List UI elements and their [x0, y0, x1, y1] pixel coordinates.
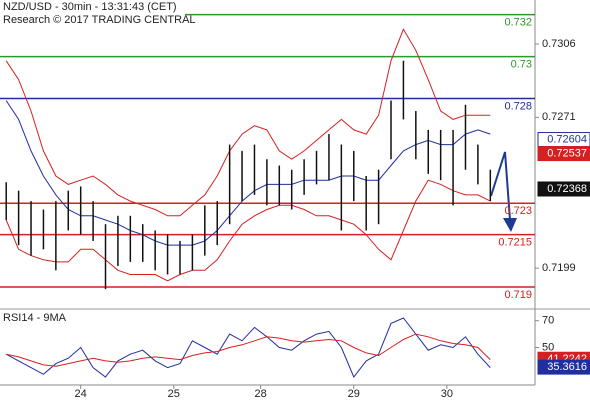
indicator-line: [5, 179, 491, 282]
level-label: 0.732: [504, 17, 532, 29]
x-tick-label: 30: [441, 388, 453, 400]
y-tick-label: 0.7199: [542, 262, 576, 274]
indicator-line: [5, 100, 491, 246]
y-tick-label: 70: [542, 315, 554, 327]
level-label: 0.719: [504, 289, 532, 301]
value-marker-label: 35.3616: [547, 361, 587, 373]
value-marker: [537, 146, 590, 162]
value-marker: [537, 181, 590, 197]
projection-arrowhead: [503, 218, 517, 232]
level-label: 0.728: [504, 100, 532, 112]
rsi-title: RSI14 - 9MA: [3, 312, 67, 324]
chart-subtitle: Research © 2017 TRADING CENTRAL: [3, 14, 196, 26]
value-marker-label: 0.72368: [547, 183, 587, 195]
x-tick-label: 24: [75, 388, 87, 400]
rsi-line: [5, 317, 491, 378]
value-marker: [537, 359, 590, 375]
value-marker-label: 0.72604: [547, 133, 587, 145]
level-label: 0.723: [504, 205, 532, 217]
level-label: 0.7215: [498, 237, 532, 249]
chart-title: NZD/USD - 30min - 13:31:43 (CET): [3, 1, 177, 13]
level-label: 0.73: [511, 58, 532, 70]
projection-arrow: [490, 151, 511, 221]
y-tick-label: 50: [542, 341, 554, 353]
x-tick-label: 29: [348, 388, 360, 400]
x-tick-label: 28: [255, 388, 267, 400]
value-marker-label: 0.72537: [547, 147, 587, 159]
indicator-line: [5, 28, 491, 217]
y-tick-label: 0.7306: [542, 38, 576, 50]
rsi-line: [6, 333, 491, 367]
y-tick-label: 0.7271: [542, 111, 576, 123]
x-tick-label: 25: [168, 388, 180, 400]
